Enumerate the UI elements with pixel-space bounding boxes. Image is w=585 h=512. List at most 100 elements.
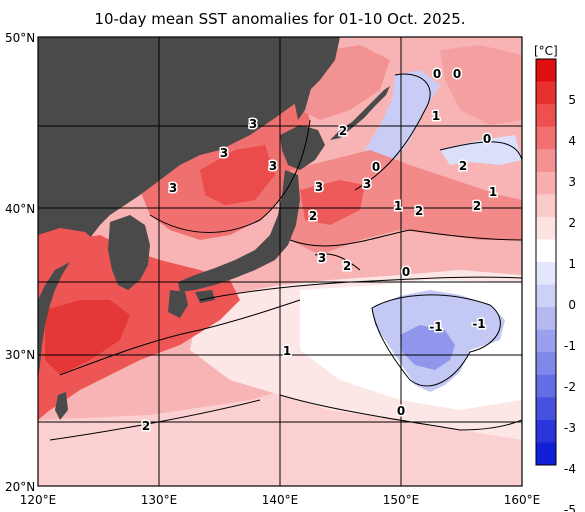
contour-line — [59, 299, 301, 376]
contour-label: -1 — [472, 317, 485, 331]
land-asia-continent — [38, 37, 340, 380]
colorbar-band — [536, 59, 556, 83]
yellow-sea — [38, 228, 100, 300]
contour-label: 3 — [318, 251, 326, 265]
lat-label-40: 40°N — [5, 202, 35, 216]
colorbar-tick-label: 3 — [568, 175, 576, 189]
lat-label-20: 20°N — [5, 480, 35, 494]
land-hokkaido — [280, 125, 325, 170]
colorbar-band — [536, 149, 556, 173]
contour-label: 2 — [343, 259, 351, 273]
warm-northeast — [440, 45, 522, 125]
map-frame — [37, 36, 523, 487]
contour-line — [439, 141, 522, 161]
contour-label: 3 — [363, 177, 371, 191]
colorbar-band — [536, 374, 556, 398]
land-taiwan — [55, 392, 68, 420]
colorbar-tick-label: 2 — [568, 216, 576, 230]
land-kyushu — [168, 290, 188, 318]
contour-line — [371, 294, 501, 387]
land-sakhalin — [294, 37, 320, 120]
contour-label: 2 — [459, 159, 467, 173]
land-korea — [108, 215, 150, 290]
colorbar-band — [536, 239, 556, 263]
colorbar-tick-label: 1 — [568, 257, 576, 271]
warm-core-pacific — [300, 180, 365, 225]
land-honshu — [178, 170, 300, 292]
colorbar-tick-label: 5 — [568, 93, 576, 107]
colorbar-band — [536, 194, 556, 218]
contour-label: 3 — [169, 181, 177, 195]
contour-line — [289, 229, 522, 247]
contour-label: 1 — [394, 199, 402, 213]
lat-label-30: 30°N — [5, 348, 35, 362]
colorbar-band — [536, 307, 556, 331]
contour-label: 0 — [397, 404, 405, 418]
warm-pacific-east-japan — [290, 150, 522, 255]
contour-label: 3 — [315, 180, 323, 194]
axis-labels: 50°N 40°N 30°N 20°N 120°E 130°E 140°E 15… — [5, 31, 540, 507]
contour-label: 2 — [309, 209, 317, 223]
lon-label-120: 120°E — [20, 493, 57, 507]
colorbar-band — [536, 397, 556, 421]
contour-line — [149, 119, 311, 233]
contour-label: 0 — [433, 67, 441, 81]
lon-label-150: 150°E — [383, 493, 420, 507]
colorbar-bands — [536, 59, 556, 466]
colorbar-band — [536, 104, 556, 128]
colorbar-band — [536, 284, 556, 308]
contour-label: 2 — [142, 419, 150, 433]
contour-label: 2 — [339, 124, 347, 138]
colorbar-frame — [535, 58, 557, 466]
colorbar-band — [536, 419, 556, 443]
contour-label: 3 — [249, 117, 257, 131]
colorbar-band — [536, 262, 556, 286]
colorbar-band — [536, 216, 556, 240]
contour-label: 0 — [402, 265, 410, 279]
colorbar-band — [536, 171, 556, 195]
warm-core-soj — [200, 145, 275, 205]
colorbar-unit: [°C] — [534, 44, 558, 58]
contour-label: 2 — [473, 199, 481, 213]
colorbar-tick-label: 4 — [568, 134, 576, 148]
lon-label-140: 140°E — [262, 493, 299, 507]
contour-line — [354, 73, 431, 191]
graticule — [38, 37, 522, 486]
colorbar-tick-label: -4 — [564, 462, 576, 476]
contour-label: 1 — [489, 185, 497, 199]
colorbar-tick-label: -3 — [564, 421, 576, 435]
colorbar-tick-label: -2 — [564, 380, 576, 394]
lat-label-50: 50°N — [5, 31, 35, 45]
land-kurils — [330, 86, 390, 140]
colorbar-ticks: 5 4 3 2 1 0 -1 -2 -3 -4 -5 — [564, 93, 576, 512]
colorbar-band — [536, 81, 556, 105]
contour-label: -1 — [429, 320, 442, 334]
contour-line — [279, 394, 522, 431]
contour-line — [314, 253, 361, 271]
contour-lines — [49, 73, 522, 441]
warm-core-ecs — [45, 300, 130, 375]
contour-label: 3 — [269, 159, 277, 173]
map-title: 10-day mean SST anomalies for 01-10 Oct.… — [94, 10, 466, 28]
lon-label-130: 130°E — [141, 493, 178, 507]
contour-label: 0 — [372, 160, 380, 174]
cold-anomaly-core — [400, 325, 455, 370]
colorbar-band — [536, 442, 556, 466]
colorbar-band — [536, 329, 556, 353]
contour-label: 2 — [415, 204, 423, 218]
colorbar-tick-label: -1 — [564, 339, 576, 353]
contour-label: 3 — [220, 146, 228, 160]
contour-label: 0 — [453, 67, 461, 81]
lon-label-160: 160°E — [504, 493, 541, 507]
colorbar-band — [536, 352, 556, 376]
colorbar-band — [536, 126, 556, 150]
colorbar: [°C] 5 4 3 2 1 0 -1 -2 -3 -4 -5 — [534, 44, 576, 512]
colorbar-tick-label: 0 — [568, 298, 576, 312]
contour-label: 1 — [283, 344, 291, 358]
contour-label: 0 — [483, 132, 491, 146]
colorbar-tick-label: -5 — [564, 503, 576, 512]
contour-label: 1 — [432, 109, 440, 123]
